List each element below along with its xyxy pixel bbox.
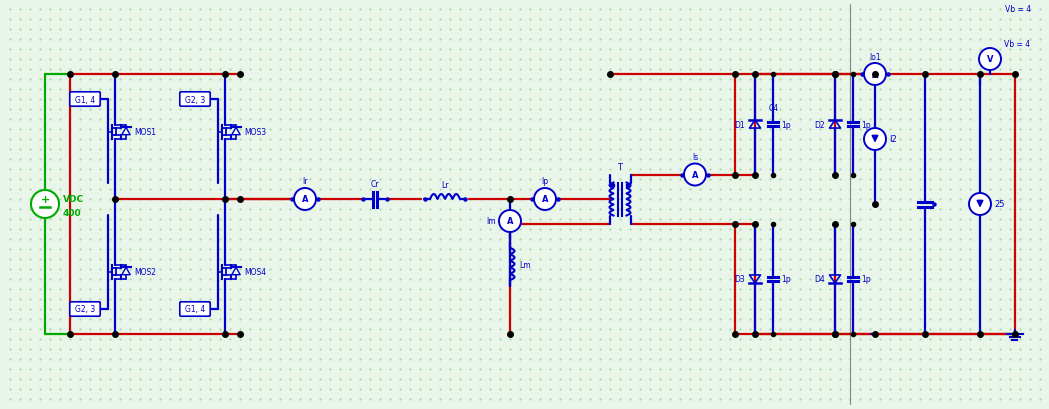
Circle shape <box>31 191 59 218</box>
Text: 1p: 1p <box>782 274 791 283</box>
Text: Lm: Lm <box>519 260 531 269</box>
Text: A: A <box>507 217 513 226</box>
FancyBboxPatch shape <box>70 92 101 107</box>
Text: Io1: Io1 <box>870 52 881 61</box>
Text: T: T <box>618 163 622 172</box>
Text: G2, 3: G2, 3 <box>185 95 206 104</box>
Text: 400: 400 <box>63 209 82 218</box>
FancyBboxPatch shape <box>179 92 210 107</box>
Text: G1, 4: G1, 4 <box>185 305 206 314</box>
Circle shape <box>864 129 886 151</box>
Text: A: A <box>872 70 878 79</box>
Text: +: + <box>40 195 49 204</box>
Text: MOS3: MOS3 <box>244 128 266 137</box>
Text: 1p: 1p <box>782 121 791 129</box>
Text: Cr: Cr <box>370 180 380 189</box>
Text: Ir: Ir <box>302 177 307 186</box>
Text: V: V <box>987 55 993 64</box>
Circle shape <box>684 164 706 186</box>
Text: D4: D4 <box>814 274 825 283</box>
Text: G1, 4: G1, 4 <box>74 95 95 104</box>
Text: G2, 3: G2, 3 <box>74 305 95 314</box>
Text: Im: Im <box>487 217 496 226</box>
Text: D3: D3 <box>734 274 745 283</box>
Text: I2: I2 <box>889 135 897 144</box>
Text: A: A <box>302 195 308 204</box>
Text: MOS1: MOS1 <box>134 128 156 137</box>
Circle shape <box>534 189 556 211</box>
FancyBboxPatch shape <box>179 302 210 317</box>
Text: VDC: VDC <box>63 195 84 204</box>
Text: C4: C4 <box>769 104 779 113</box>
Circle shape <box>499 211 521 232</box>
Text: 25: 25 <box>994 200 1005 209</box>
Text: MOS2: MOS2 <box>134 267 156 276</box>
Circle shape <box>979 49 1001 71</box>
Circle shape <box>969 193 991 216</box>
Circle shape <box>294 189 316 211</box>
Text: Lr: Lr <box>442 181 449 190</box>
Text: 1p: 1p <box>861 274 871 283</box>
Text: A: A <box>541 195 549 204</box>
Text: D1: D1 <box>734 121 745 129</box>
Text: A: A <box>691 171 699 180</box>
Circle shape <box>864 64 886 86</box>
Text: D2: D2 <box>814 121 825 129</box>
Text: 1p: 1p <box>861 121 871 129</box>
Text: Vb = 4: Vb = 4 <box>1005 5 1031 14</box>
Text: Vb = 4: Vb = 4 <box>1004 40 1030 49</box>
Text: Is: Is <box>692 153 699 162</box>
FancyBboxPatch shape <box>70 302 101 317</box>
Text: Ip: Ip <box>541 177 549 186</box>
Text: MOS4: MOS4 <box>244 267 266 276</box>
